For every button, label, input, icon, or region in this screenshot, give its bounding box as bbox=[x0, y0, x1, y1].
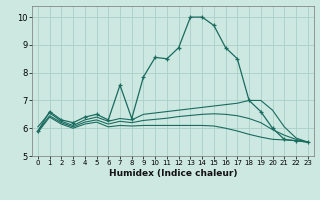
X-axis label: Humidex (Indice chaleur): Humidex (Indice chaleur) bbox=[108, 169, 237, 178]
